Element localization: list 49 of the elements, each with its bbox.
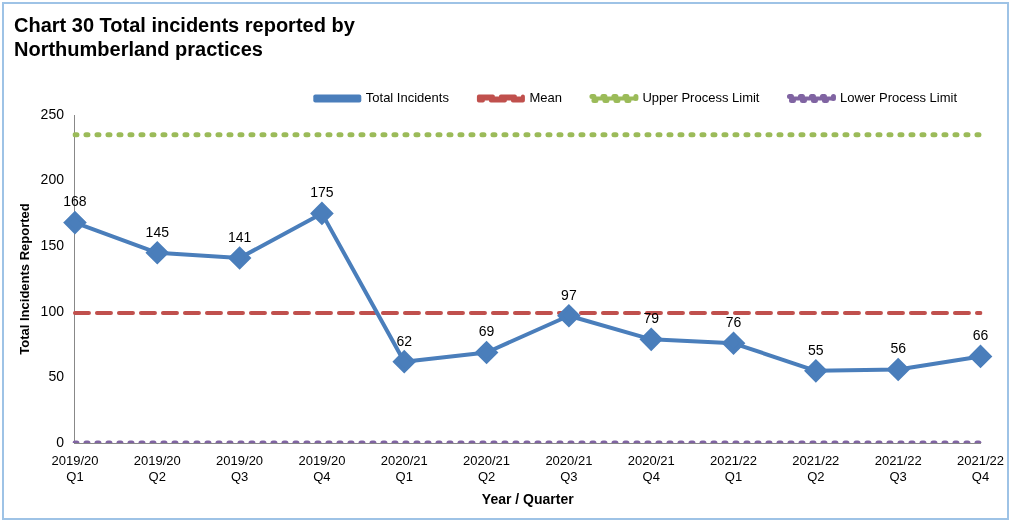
point xyxy=(557,304,580,327)
point xyxy=(228,247,251,270)
x-tick-label: 2021/22 Q3 xyxy=(874,453,922,484)
y-tick-label: 50 xyxy=(48,368,65,385)
x-tick-label: 2020/21 Q1 xyxy=(380,453,428,484)
data-label: 56 xyxy=(890,340,907,357)
point xyxy=(63,211,86,234)
data-label: 55 xyxy=(808,341,824,358)
x-tick-label: 2021/22 Q2 xyxy=(792,453,840,484)
legend-label: Mean xyxy=(529,90,562,106)
chart-title: Chart 30 Total incidents reported by Northumberland practices xyxy=(14,13,356,60)
point xyxy=(310,202,333,225)
x-tick-label: 2019/20 Q2 xyxy=(133,453,181,484)
x-axis-title: Year / Quarter xyxy=(481,491,575,508)
data-label: 168 xyxy=(63,193,87,210)
x-tick-label: 2019/20 Q4 xyxy=(298,453,346,484)
y-tick-label: 250 xyxy=(40,105,65,122)
x-tick-label: 2021/22 Q4 xyxy=(957,453,1004,484)
data-label: 66 xyxy=(972,327,989,344)
x-tick-label: 2020/21 Q2 xyxy=(463,453,511,484)
x-tick-label: 2020/21 Q4 xyxy=(627,453,675,484)
x-tick-label: 2021/22 Q1 xyxy=(710,453,758,484)
data-label: 76 xyxy=(725,314,742,331)
y-tick-label: 200 xyxy=(40,171,65,188)
data-label: 145 xyxy=(145,223,170,240)
y-tick-label: 150 xyxy=(40,237,65,254)
point xyxy=(475,341,498,364)
y-axis-title: Total Incidents Reported xyxy=(17,203,33,355)
point xyxy=(804,359,827,382)
legend-label: Lower Process Limit xyxy=(839,90,958,106)
data-label: 69 xyxy=(478,323,495,340)
point xyxy=(146,241,169,264)
point xyxy=(887,358,910,381)
data-label: 79 xyxy=(643,310,660,327)
point xyxy=(640,328,663,351)
data-label: 141 xyxy=(227,228,252,245)
x-tick-label: 2019/20 Q3 xyxy=(216,453,264,484)
data-label: 97 xyxy=(561,286,577,303)
data-label: 175 xyxy=(310,184,334,201)
point xyxy=(969,345,992,368)
legend-label: Total Incidents xyxy=(365,90,450,106)
point xyxy=(722,332,745,355)
legend-label: Upper Process Limit xyxy=(642,90,760,106)
data-label: 62 xyxy=(396,332,413,349)
x-tick-label: 2019/20 Q1 xyxy=(51,453,99,484)
y-tick-label: 100 xyxy=(40,302,65,319)
point xyxy=(393,350,416,373)
y-tick-label: 0 xyxy=(56,433,65,450)
x-tick-label: 2020/21 Q3 xyxy=(545,453,593,484)
